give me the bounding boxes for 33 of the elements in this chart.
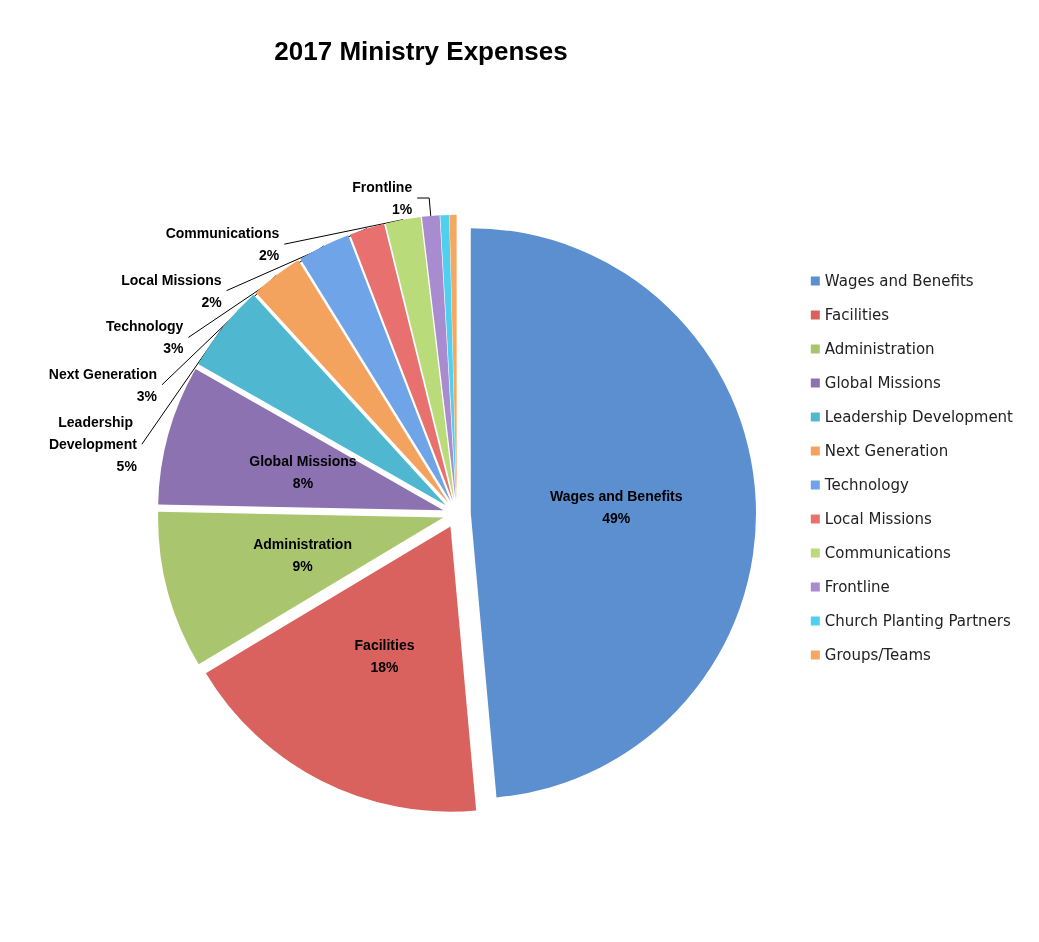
data-label: 5% xyxy=(116,458,138,475)
legend-label: Technology xyxy=(823,476,909,494)
legend-label: Groups/Teams xyxy=(824,646,931,664)
data-label: 3% xyxy=(163,340,184,357)
data-label: 18% xyxy=(370,659,400,676)
data-label: 1% xyxy=(391,201,413,217)
legend-label: Leadership Development xyxy=(824,408,1014,426)
slice-label: Leadership Development xyxy=(48,414,138,453)
chart-title: 2017 Ministry Expenses xyxy=(274,36,568,66)
data-label: 3% xyxy=(136,387,158,404)
slice-label: Communications xyxy=(165,225,280,242)
data-label: 49% xyxy=(602,509,631,526)
slice-label: Next Generation xyxy=(48,365,157,382)
slice-label: Technology xyxy=(105,318,184,335)
legend-label: Communications xyxy=(824,544,952,562)
slice-label: Global Missions xyxy=(249,452,357,469)
legend-label: Frontline xyxy=(824,578,890,596)
slice-label: Wages and Benefits xyxy=(549,487,683,504)
slice-label: Frontline xyxy=(352,179,413,195)
legend-label: Church Planting Partners xyxy=(824,612,1011,630)
slice-label: Local Missions xyxy=(121,271,222,288)
data-label: 9% xyxy=(292,558,314,575)
data-label: 2% xyxy=(259,247,280,264)
legend-label: Facilities xyxy=(824,306,890,324)
legend-label: Next Generation xyxy=(824,442,949,460)
slice-label: Facilities xyxy=(354,637,415,654)
legend-label: Wages and Benefits xyxy=(824,272,974,290)
legend-label: Local Missions xyxy=(824,510,933,528)
data-label: 8% xyxy=(292,474,314,491)
legend-label: Global Missions xyxy=(824,374,942,392)
data-label: 2% xyxy=(201,293,223,310)
legend-label: Administration xyxy=(824,340,935,358)
slice-label: Administration xyxy=(253,536,352,553)
